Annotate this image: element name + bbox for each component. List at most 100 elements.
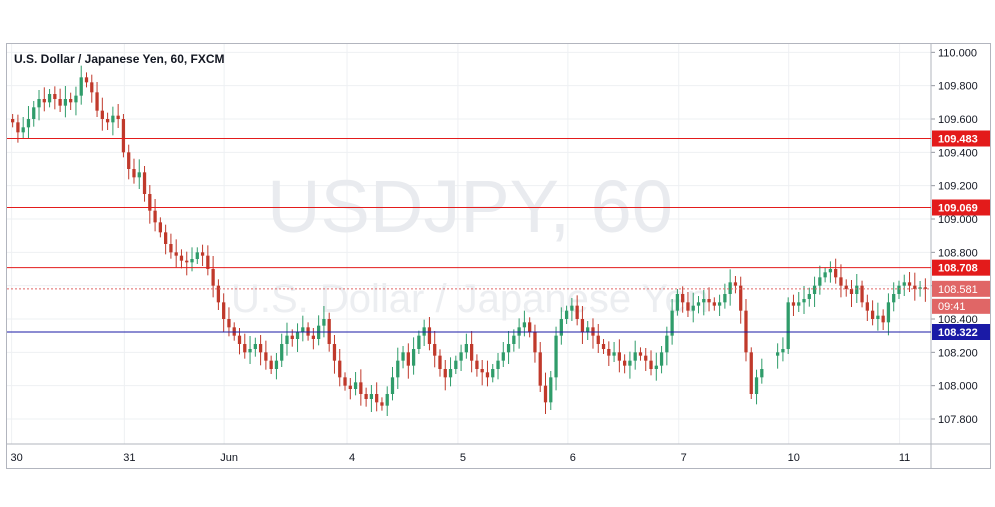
candle-body[interactable]	[802, 299, 806, 303]
candle-body[interactable]	[69, 99, 73, 103]
candle-body[interactable]	[375, 394, 379, 403]
candle-body[interactable]	[659, 352, 664, 366]
candle-body[interactable]	[174, 252, 178, 256]
candle-body[interactable]	[596, 335, 600, 344]
candle-body[interactable]	[105, 119, 110, 123]
candle-body[interactable]	[264, 352, 268, 361]
candle-body[interactable]	[823, 272, 827, 278]
candle-body[interactable]	[649, 360, 653, 369]
candle-body[interactable]	[369, 394, 374, 399]
candle-body[interactable]	[253, 344, 257, 349]
candle-body[interactable]	[696, 302, 701, 306]
candle-body[interactable]	[227, 319, 231, 328]
candle-body[interactable]	[200, 252, 205, 256]
candle-body[interactable]	[881, 315, 885, 323]
candle-body[interactable]	[475, 360, 479, 369]
candle-body[interactable]	[142, 172, 147, 194]
candle-body[interactable]	[274, 360, 279, 369]
candle-body[interactable]	[132, 169, 136, 178]
candle-body[interactable]	[396, 360, 400, 378]
candle-body[interactable]	[127, 152, 131, 169]
candle-body[interactable]	[169, 244, 173, 253]
candle-body[interactable]	[16, 122, 20, 133]
candle-body[interactable]	[411, 349, 416, 366]
candle-body[interactable]	[332, 344, 337, 361]
candle-body[interactable]	[427, 327, 432, 344]
candle-body[interactable]	[559, 319, 563, 336]
candle-body[interactable]	[53, 94, 57, 99]
candle-body[interactable]	[586, 327, 590, 333]
candle-body[interactable]	[491, 369, 495, 378]
candle-body[interactable]	[258, 344, 263, 353]
candle-body[interactable]	[907, 282, 912, 286]
candle-body[interactable]	[401, 352, 405, 361]
candle-body[interactable]	[195, 252, 199, 259]
candle-body[interactable]	[90, 82, 94, 93]
candle-body[interactable]	[749, 352, 753, 394]
candle-body[interactable]	[364, 394, 368, 399]
candle-body[interactable]	[58, 99, 62, 106]
candle-body[interactable]	[570, 305, 574, 311]
candle-body[interactable]	[37, 99, 41, 108]
candle-body[interactable]	[728, 282, 732, 294]
candle-body[interactable]	[285, 335, 289, 344]
candle-body[interactable]	[564, 310, 569, 319]
candle-body[interactable]	[11, 119, 15, 123]
candle-body[interactable]	[638, 352, 643, 356]
candle-body[interactable]	[913, 285, 917, 289]
candle-body[interactable]	[549, 377, 553, 403]
candle-body[interactable]	[111, 115, 115, 123]
candle-body[interactable]	[116, 115, 120, 119]
candle-body[interactable]	[464, 344, 468, 353]
candle-body[interactable]	[617, 352, 621, 361]
candle-body[interactable]	[717, 302, 722, 306]
candle-body[interactable]	[860, 285, 864, 303]
candle-body[interactable]	[554, 335, 558, 378]
candle-body[interactable]	[153, 210, 157, 223]
candle-body[interactable]	[42, 99, 46, 103]
candle-body[interactable]	[390, 377, 395, 394]
candle-body[interactable]	[21, 127, 25, 133]
candle-body[interactable]	[533, 332, 537, 353]
candle-body[interactable]	[760, 369, 764, 378]
candle-body[interactable]	[812, 285, 817, 294]
candle-body[interactable]	[918, 287, 922, 289]
candle-body[interactable]	[923, 287, 927, 289]
candle-body[interactable]	[712, 302, 716, 306]
candle-body[interactable]	[855, 285, 859, 294]
candle-body[interactable]	[32, 107, 36, 119]
candle-body[interactable]	[528, 322, 532, 333]
candle-body[interactable]	[95, 92, 99, 111]
candle-body[interactable]	[470, 344, 474, 361]
candle-body[interactable]	[348, 385, 352, 389]
candle-body[interactable]	[612, 352, 616, 356]
candle-body[interactable]	[295, 332, 300, 339]
candle-body[interactable]	[834, 269, 838, 278]
candle-body[interactable]	[385, 394, 389, 406]
candle-body[interactable]	[496, 360, 500, 369]
candle-body[interactable]	[100, 110, 104, 119]
candle-body[interactable]	[686, 302, 690, 311]
candle-body[interactable]	[216, 285, 221, 303]
candle-body[interactable]	[74, 95, 78, 103]
candle-body[interactable]	[433, 344, 437, 356]
candle-body[interactable]	[870, 310, 875, 319]
candle-body[interactable]	[322, 319, 326, 326]
candle-body[interactable]	[459, 352, 463, 361]
candle-body[interactable]	[681, 294, 685, 303]
candle-body[interactable]	[849, 289, 854, 294]
candle-body[interactable]	[359, 382, 363, 394]
candle-body[interactable]	[897, 285, 901, 294]
candle-body[interactable]	[311, 335, 315, 339]
candle-body[interactable]	[865, 302, 869, 311]
candle-body[interactable]	[454, 360, 458, 369]
candle-body[interactable]	[164, 232, 168, 244]
candle-body[interactable]	[243, 344, 247, 353]
candle-body[interactable]	[623, 360, 627, 366]
candle-body[interactable]	[702, 299, 706, 303]
candle-body[interactable]	[222, 302, 226, 319]
candle-body[interactable]	[644, 355, 648, 361]
candle-body[interactable]	[343, 377, 347, 386]
candle-body[interactable]	[158, 222, 162, 233]
candle-body[interactable]	[781, 349, 785, 353]
